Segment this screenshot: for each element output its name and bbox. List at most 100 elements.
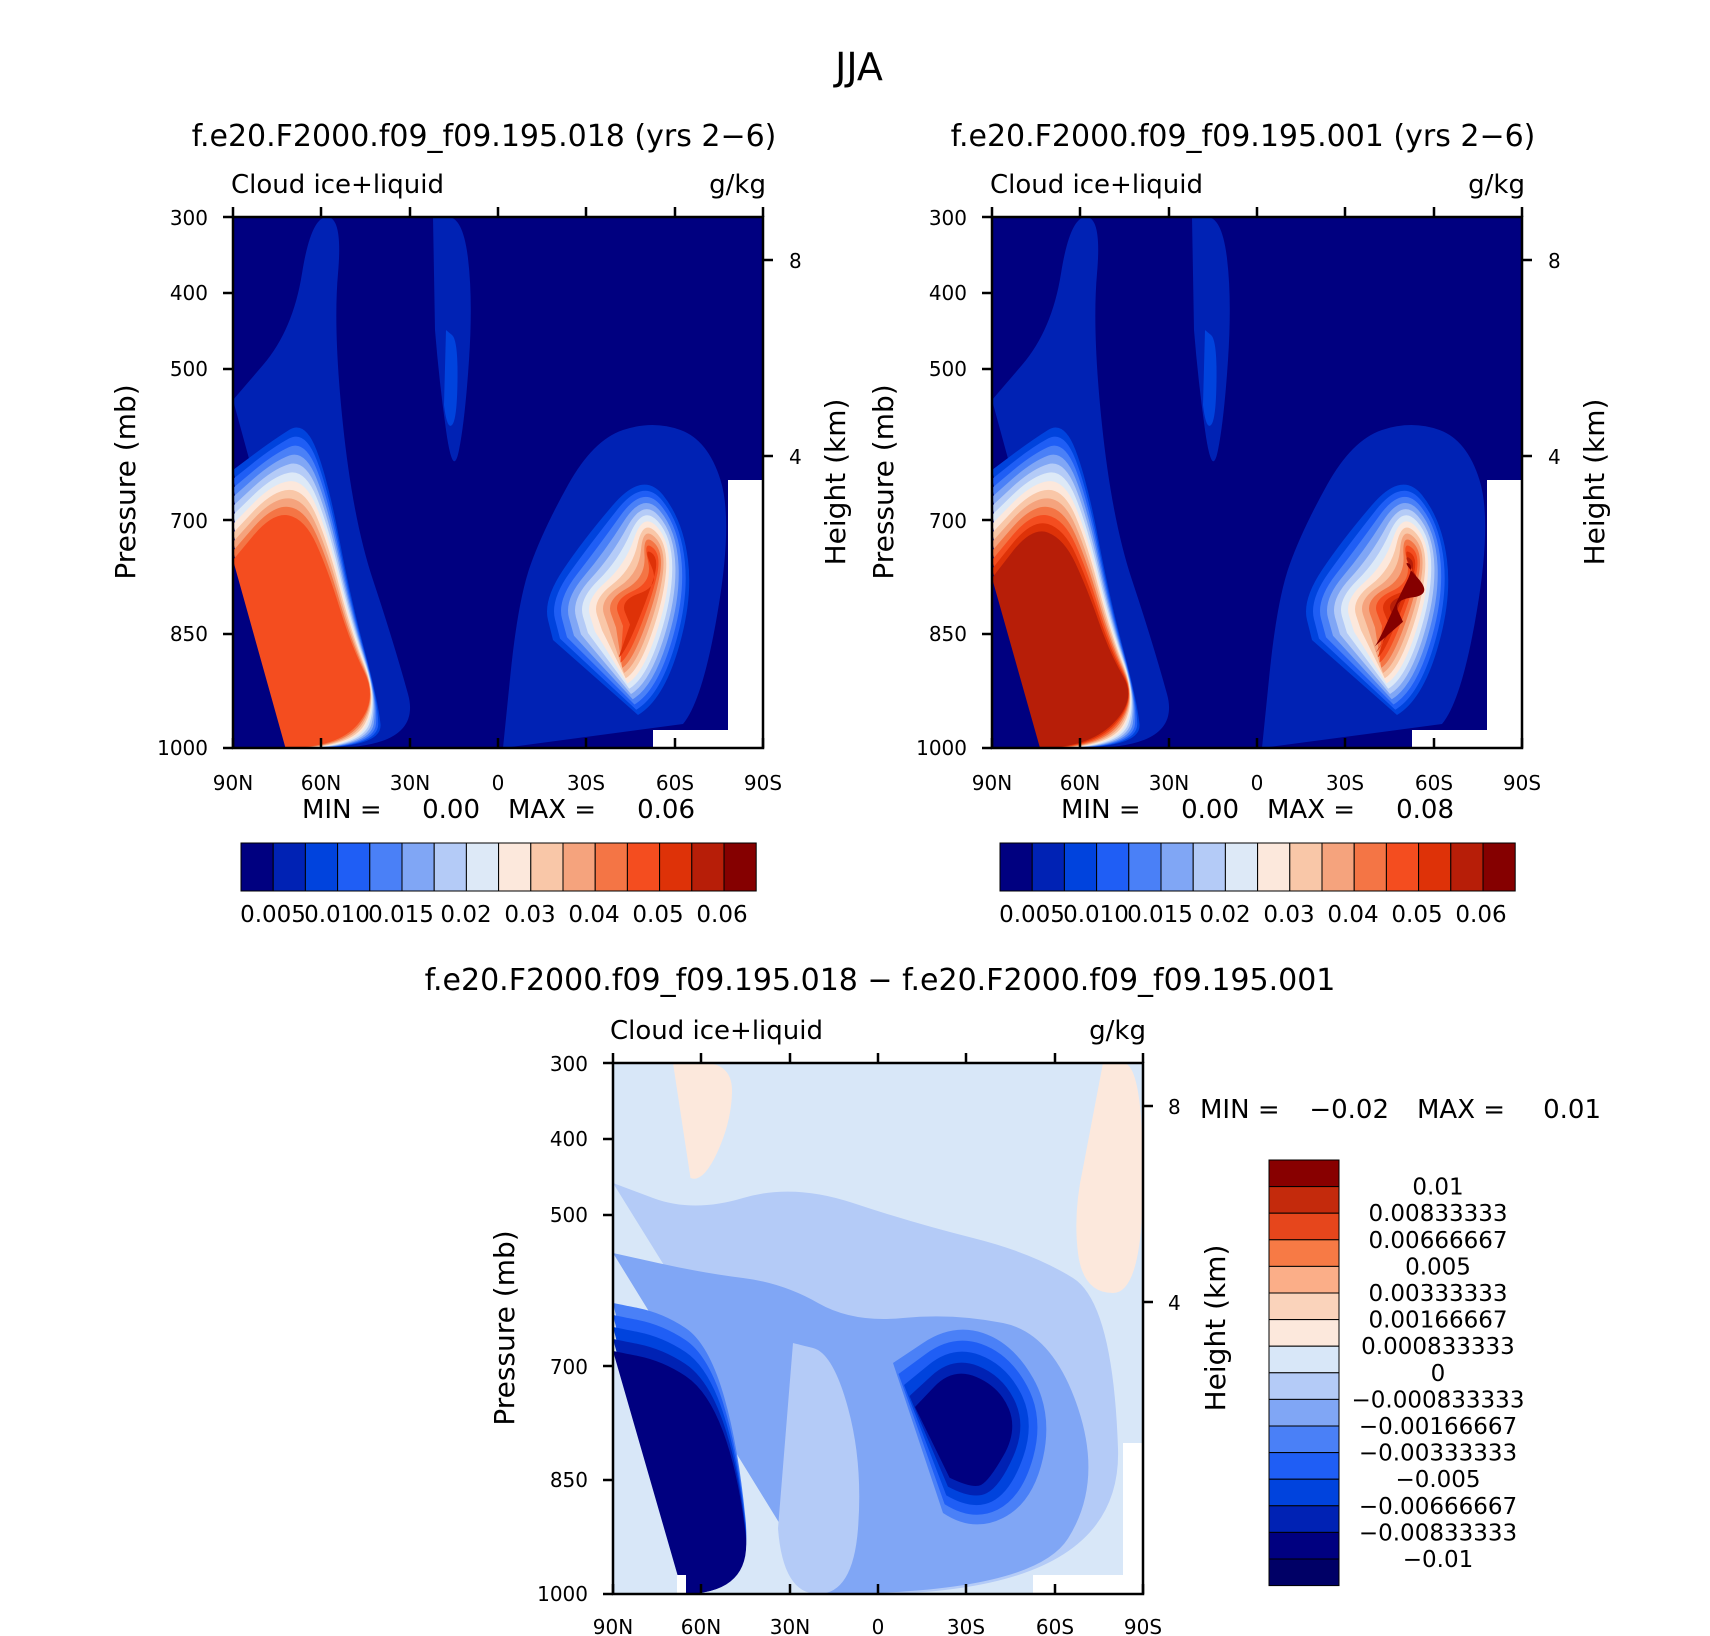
colorbar-swatch [999,842,1033,892]
colorbar-label: 0.015 [1127,902,1193,928]
x-tick-label: 30N [390,771,430,795]
colorbar-label: 0.06 [1455,902,1506,928]
y-tick-label: 500 [929,357,967,381]
x-tick-label: 90N [593,1615,633,1636]
x-tick-label: 30S [567,771,605,795]
colorbar-swatch [1385,842,1420,892]
colorbar-swatch [1063,842,1098,892]
panel-3: f.e20.F2000.f09_f09.195.018 − f.e20.F200… [425,963,1601,1636]
colorbar-swatch [562,842,596,892]
panel-2-y2-ticks: 8 4 [1522,249,1561,469]
x-tick-label: 90N [213,771,253,795]
contour-region [992,531,1129,748]
y2-tick-label: 8 [1548,249,1561,273]
colorbar-label: 0.02 [440,902,491,928]
panel-1-y2label: Height (km) [819,399,852,566]
y-tick-label: 1000 [537,1582,588,1606]
colorbar-label: 0.00666667 [1368,1228,1507,1254]
colorbar-label: −0.00166667 [1359,1414,1517,1440]
colorbar-swatch [1321,842,1355,892]
panel-2-minmax: MIN = 0.00 MAX = 0.08 [1061,795,1454,825]
panel-3-units: g/kg [1089,1016,1146,1046]
x-tick-label: 60S [656,771,694,795]
contour-region [444,330,458,426]
max-value: 0.01 [1543,1095,1601,1125]
panel-2-y-ticks: 300 400 500 700 850 1000 [916,206,992,760]
panel-1: f.e20.F2000.f09_f09.195.018 (yrs 2−6) Cl… [109,119,852,928]
x-tick-label: 0 [1251,771,1264,795]
colorbar-swatch [1268,1319,1340,1347]
y-tick-marks [223,215,233,750]
colorbar-swatch [1268,1478,1340,1507]
colorbar-swatch [626,842,661,892]
x-tick-label: 60N [681,1615,721,1636]
colorbar-label: 0.005 [1405,1254,1471,1280]
colorbar-label: −0.01 [1403,1547,1473,1573]
panel-1-units: g/kg [709,170,766,200]
x-tick-label: 60S [1415,771,1453,795]
y-tick-marks [603,1061,613,1596]
y-tick-label: 300 [170,206,208,230]
y-tick-label: 500 [550,1203,588,1227]
min-value: 0.00 [1181,795,1239,825]
colorbar-label: −0.005 [1395,1467,1480,1493]
panel-3-x-ticks: 90N 60N 30N 0 30S 60S 90S [593,1053,1162,1636]
colorbar-swatch [272,842,306,892]
y-tick-label: 700 [550,1355,588,1379]
colorbar-swatch [1160,842,1194,892]
colorbar-label: −0.00833333 [1359,1520,1517,1546]
panel-1-x-ticks: 90N 60N 30N 0 30S 60S 90S [213,207,782,795]
colorbar-swatch [1096,842,1130,892]
x-tick-label: 0 [872,1615,885,1636]
y-tick-label: 1000 [157,736,208,760]
colorbar-swatch [433,842,467,892]
missing-data [1123,1443,1143,1594]
colorbar-swatch [1268,1212,1340,1241]
min-value: −0.02 [1309,1095,1389,1125]
panel-2-ylabel: Pressure (mb) [867,384,900,579]
colorbar-swatch [1268,1159,1340,1188]
x-tick-marks [231,207,765,748]
y-tick-label: 850 [170,622,208,646]
panel-3-title: f.e20.F2000.f09_f09.195.018 − f.e20.F200… [425,963,1336,998]
max-label: MAX = [508,795,596,825]
panel-3-y2-ticks: 8 4 [1143,1095,1181,1315]
x-tick-label: 60S [1036,1615,1074,1636]
colorbar-label: 0.00833333 [1368,1201,1507,1227]
x-tick-label: 30S [1326,771,1364,795]
colorbar-label: 0.04 [1327,902,1378,928]
contour-region [618,551,657,658]
y-tick-label: 400 [929,281,967,305]
panel-3-y2label: Height (km) [1199,1245,1232,1412]
colorbar-swatch [1482,842,1516,892]
max-value: 0.06 [637,795,695,825]
panel-3-contour-field [613,1063,1143,1594]
colorbar-label: 0.015 [368,902,434,928]
colorbar-label: 0.06 [696,902,747,928]
y2-tick-marks [1143,1104,1153,1304]
colorbar-label: −0.00666667 [1359,1494,1517,1520]
panel-1-variable: Cloud ice+liquid [231,170,444,200]
panel-2-title: f.e20.F2000.f09_f09.195.001 (yrs 2−6) [951,119,1536,154]
contour-region [1374,562,1425,647]
max-label: MAX = [1417,1095,1505,1125]
panel-2-colorbar: 0.005 0.010 0.015 0.02 0.03 0.04 0.05 0.… [999,842,1516,928]
x-tick-label: 30N [1149,771,1189,795]
contour-region [673,1063,733,1179]
y-tick-label: 700 [170,509,208,533]
panel-2-units: g/kg [1468,170,1525,200]
x-tick-label: 0 [492,771,505,795]
x-tick-marks [611,1053,1145,1594]
x-tick-label: 30N [770,1615,810,1636]
colorbar-label: 0.05 [1391,902,1442,928]
x-tick-label: 90S [744,771,782,795]
page-title: JJA [833,45,883,89]
panel-1-y2-ticks: 8 4 [763,249,802,469]
y-tick-label: 400 [550,1127,588,1151]
colorbar-swatch [691,842,725,892]
colorbar-swatch [465,842,500,892]
colorbar-swatch [1289,842,1323,892]
max-label: MAX = [1267,795,1355,825]
colorbar-swatch [401,842,435,892]
colorbar-label: 0.00166667 [1368,1308,1507,1334]
